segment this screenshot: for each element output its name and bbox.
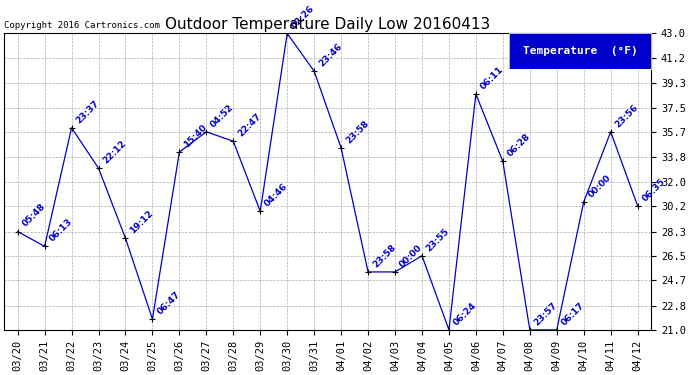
Title: Outdoor Temperature Daily Low 20160413: Outdoor Temperature Daily Low 20160413 bbox=[165, 17, 491, 32]
Text: Copyright 2016 Cartronics.com: Copyright 2016 Cartronics.com bbox=[4, 21, 160, 30]
Text: 23:55: 23:55 bbox=[425, 226, 451, 253]
Text: 23:57: 23:57 bbox=[533, 300, 560, 327]
Text: 23:46: 23:46 bbox=[317, 42, 344, 68]
Text: 23:58: 23:58 bbox=[344, 118, 371, 145]
Text: 06:47: 06:47 bbox=[155, 290, 182, 316]
Text: 22:12: 22:12 bbox=[101, 139, 128, 165]
Text: 06:13: 06:13 bbox=[48, 217, 74, 243]
Text: 02:26: 02:26 bbox=[290, 4, 317, 31]
Text: 06:24: 06:24 bbox=[452, 300, 478, 327]
Text: 06:17: 06:17 bbox=[560, 300, 586, 327]
Text: 00:00: 00:00 bbox=[398, 243, 424, 269]
Text: 04:46: 04:46 bbox=[263, 182, 290, 209]
Text: 23:58: 23:58 bbox=[371, 243, 397, 269]
Text: 23:56: 23:56 bbox=[613, 102, 640, 129]
Text: 23:37: 23:37 bbox=[75, 98, 101, 125]
Text: 04:52: 04:52 bbox=[209, 102, 236, 129]
Text: 22:47: 22:47 bbox=[236, 112, 263, 138]
Text: 06:11: 06:11 bbox=[479, 65, 505, 91]
Text: 06:35: 06:35 bbox=[640, 177, 667, 203]
Text: 06:28: 06:28 bbox=[506, 132, 532, 159]
Text: 00:00: 00:00 bbox=[586, 173, 613, 199]
Text: 05:48: 05:48 bbox=[21, 202, 47, 229]
Text: 19:12: 19:12 bbox=[128, 209, 155, 236]
Text: 15:40: 15:40 bbox=[182, 123, 209, 149]
